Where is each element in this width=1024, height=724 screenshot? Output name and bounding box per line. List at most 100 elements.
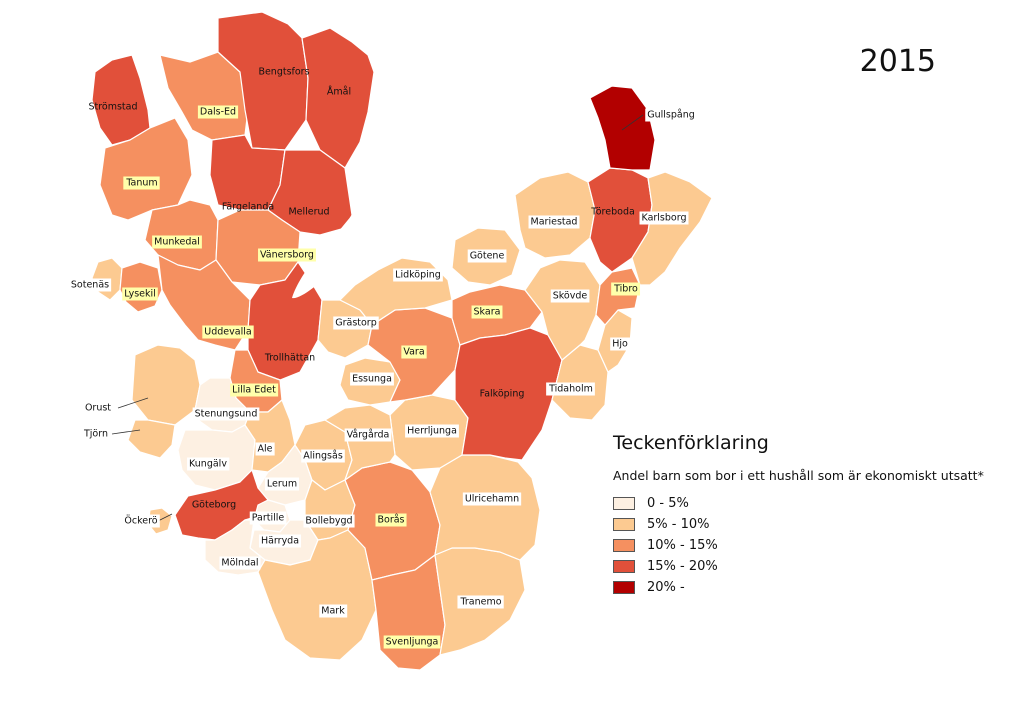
label-skara: Skara <box>471 305 503 319</box>
legend-subtitle: Andel barn som bor i ett hushåll som är … <box>613 468 984 483</box>
label-bg-hjo <box>610 337 630 351</box>
label-text-grastorp: Grästorp <box>335 318 377 329</box>
label-sotenas: Sotenäs <box>68 278 112 292</box>
label-bg-mariestad <box>528 215 580 229</box>
label-tibro: Tibro <box>611 282 641 296</box>
label-bg-lilla-edet <box>230 383 279 397</box>
lake-0 <box>292 162 395 299</box>
label-bg-dals-ed <box>197 105 239 119</box>
legend-title: Teckenförklaring <box>613 432 769 454</box>
label-text-amal: Åmål <box>327 86 351 98</box>
label-lysekil: Lysekil <box>122 287 158 301</box>
legend: Teckenförklaring Andel barn som bor i et… <box>613 432 1013 598</box>
label-bg-ale <box>255 442 275 456</box>
label-bg-molndal <box>219 556 261 570</box>
label-bg-tidaholm <box>546 382 595 396</box>
label-vara: Vara <box>401 345 427 359</box>
region-bengtsfors <box>217 11 309 151</box>
label-text-sotenas: Sotenäs <box>71 280 109 291</box>
label-mariestad: Mariestad <box>528 215 580 229</box>
label-bg-ulricehamn <box>462 492 522 506</box>
legend-label-2: 10% - 15% <box>647 538 718 553</box>
label-tidaholm: Tidaholm <box>546 382 595 396</box>
label-text-gullspang: Gullspång <box>647 110 695 121</box>
label-bg-munkedal <box>152 235 202 249</box>
label-text-skovde: Skövde <box>553 291 588 302</box>
label-ale: Ale <box>255 442 275 456</box>
label-text-ale: Ale <box>258 444 273 455</box>
legend-swatch-0 <box>613 497 635 510</box>
label-text-skara: Skara <box>474 307 501 318</box>
legend-swatch-4 <box>613 581 635 594</box>
region-munkedal <box>144 199 219 271</box>
label-vanersborg: Vänersborg <box>258 248 316 262</box>
label-stenungsund: Stenungsund <box>192 407 260 421</box>
label-bg-lidkoping <box>393 268 443 282</box>
label-text-dals-ed: Dals-Ed <box>200 107 236 118</box>
label-bg-skara <box>471 305 503 319</box>
label-goteborg: Göteborg <box>192 500 236 511</box>
legend-label-3: 15% - 20% <box>647 559 718 574</box>
label-text-svenljunga: Svenljunga <box>386 637 439 648</box>
label-text-mariestad: Mariestad <box>531 217 578 228</box>
label-bg-bollebygd <box>303 514 355 528</box>
label-gotene: Götene <box>467 249 507 263</box>
region-amal <box>301 27 375 169</box>
label-ockero: Öckerö <box>122 514 160 528</box>
label-dals-ed: Dals-Ed <box>197 105 239 119</box>
label-text-herrljunga: Herrljunga <box>407 426 457 437</box>
label-bg-vanersborg <box>258 248 316 262</box>
label-text-lidkoping: Lidköping <box>395 270 441 281</box>
label-alingsas: Alingsås <box>301 449 345 463</box>
label-ulricehamn: Ulricehamn <box>462 492 522 506</box>
leader-line-tjorn <box>111 429 141 435</box>
label-tjorn: Tjörn <box>80 427 111 441</box>
label-mark: Mark <box>319 604 348 618</box>
label-bg-partille <box>249 511 287 525</box>
label-text-stromstad: Strömstad <box>88 102 137 113</box>
label-orust: Orust <box>82 401 114 415</box>
label-bg-lysekil <box>122 287 158 301</box>
label-tanum: Tanum <box>123 176 160 190</box>
label-falkoping: Falköping <box>480 389 525 400</box>
label-boras: Borås <box>375 513 407 527</box>
map-year: 2015 <box>859 44 936 79</box>
region-mariestad <box>514 171 596 259</box>
label-amal: Åmål <box>327 86 351 98</box>
label-text-trollhattan: Trollhättan <box>264 353 315 364</box>
label-bg-grastorp <box>333 316 379 330</box>
region-orust <box>131 344 201 426</box>
label-trollhattan: Trollhättan <box>264 353 315 364</box>
leader-line-ockero <box>157 513 173 522</box>
label-grastorp: Grästorp <box>333 316 379 330</box>
label-text-tidaholm: Tidaholm <box>548 384 593 395</box>
label-text-gotene: Götene <box>470 251 505 262</box>
municipality-labels: Strömstad Dals-Ed Bengtsfors Åmål Tanum Färge… <box>68 67 697 649</box>
label-uddevalla: Uddevalla <box>202 325 254 339</box>
legend-item-4: 20% - <box>613 577 1013 598</box>
label-bg-sotenas <box>68 278 112 292</box>
label-essunga: Essunga <box>350 372 394 386</box>
label-bg-lerum <box>264 477 300 491</box>
region-lysekil <box>119 261 163 313</box>
label-text-mark: Mark <box>321 606 345 617</box>
label-text-stenungsund: Stenungsund <box>195 409 258 420</box>
label-karlsborg: Karlsborg <box>639 211 689 225</box>
label-text-tanum: Tanum <box>125 178 157 189</box>
label-fargelanda: Färgelanda <box>222 202 274 213</box>
label-partille: Partille <box>249 511 287 525</box>
label-text-fargelanda: Färgelanda <box>222 202 274 213</box>
label-text-bollebygd: Bollebygd <box>305 516 352 527</box>
label-text-vanersborg: Vänersborg <box>260 250 314 261</box>
label-bg-tanum <box>123 176 160 190</box>
lake-1 <box>318 271 352 294</box>
legend-swatch-3 <box>613 560 635 573</box>
label-kungalv: Kungälv <box>187 457 230 471</box>
label-text-hjo: Hjo <box>612 339 628 350</box>
label-bg-kungalv <box>187 457 230 471</box>
label-text-tranemo: Tranemo <box>459 597 501 608</box>
label-bg-vargarda <box>344 428 392 442</box>
label-lidkoping: Lidköping <box>393 268 443 282</box>
region-tjorn <box>127 419 176 459</box>
label-molndal: Mölndal <box>219 556 261 570</box>
